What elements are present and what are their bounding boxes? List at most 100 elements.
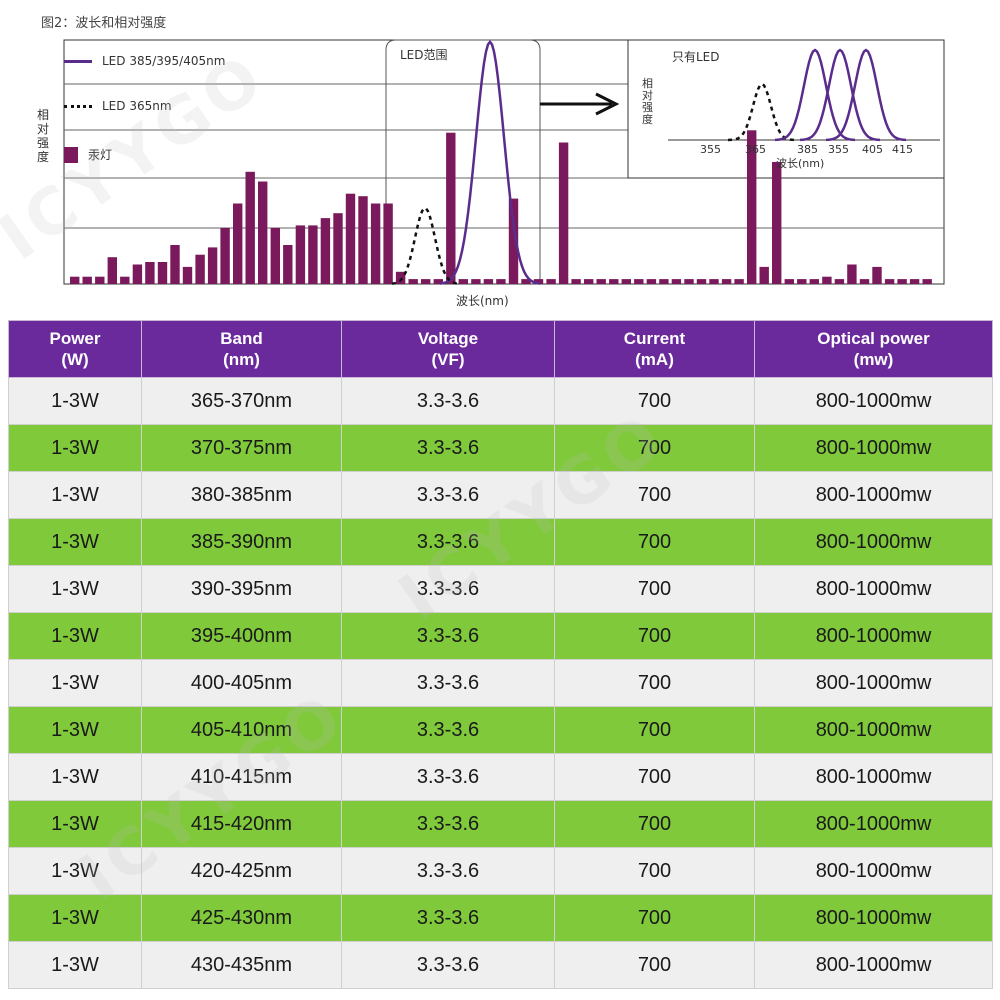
inset-y-axis-label: 相对强度 xyxy=(642,77,653,126)
spec-table: Power (W) Band (nm) Voltage (VF) Current (mA… xyxy=(8,320,993,989)
mercury-bar xyxy=(270,227,280,284)
cell-current: 700 xyxy=(554,941,755,989)
table-row: 1-3W 430-435nm 3.3-3.6 700 800-1000mw xyxy=(8,941,993,989)
led-385-395-405-curve xyxy=(439,39,541,285)
inset-led-365-curve xyxy=(727,82,795,142)
cell-optical-power: 800-1000mw xyxy=(754,518,993,566)
mercury-bar xyxy=(433,279,443,284)
cell-power: 1-3W xyxy=(8,565,142,613)
spectrum-figure: 图2：波长和相对强度 LED 385/395/405nm LED 365nm 汞… xyxy=(0,0,1000,312)
mercury-bar xyxy=(383,203,393,284)
cell-current: 700 xyxy=(554,800,755,848)
cell-voltage: 3.3-3.6 xyxy=(341,612,555,660)
cell-band: 370-375nm xyxy=(141,424,342,472)
cell-optical-power: 800-1000mw xyxy=(754,377,993,425)
mercury-bar xyxy=(82,276,92,284)
mercury-bar xyxy=(395,271,406,284)
mercury-bar xyxy=(709,279,719,284)
mercury-bar xyxy=(207,247,218,284)
inset-tick-label: 355 xyxy=(828,143,849,156)
cell-band: 410-415nm xyxy=(141,753,342,801)
table-row: 1-3W 425-430nm 3.3-3.6 700 800-1000mw xyxy=(8,894,993,942)
inset-tick-label: 385 xyxy=(797,143,818,156)
mercury-bar xyxy=(496,279,506,284)
mercury-bar xyxy=(333,213,343,284)
cell-band: 385-390nm xyxy=(141,518,342,566)
inset-frame xyxy=(627,39,945,179)
figure-caption: 图2：波长和相对强度 xyxy=(41,16,167,31)
cell-current: 700 xyxy=(554,706,755,754)
cell-band: 425-430nm xyxy=(141,894,342,942)
mercury-bar xyxy=(609,279,619,284)
mercury-bar xyxy=(95,276,105,284)
mercury-bar xyxy=(659,279,669,284)
legend-label: 汞灯 xyxy=(88,148,113,162)
table-header-row: Power (W) Band (nm) Voltage (VF) Current (mA… xyxy=(8,320,993,378)
mercury-bar xyxy=(157,262,168,284)
mercury-bar xyxy=(696,279,707,284)
cell-band: 390-395nm xyxy=(141,565,342,613)
inset-title: 只有LED xyxy=(672,50,720,64)
cell-voltage: 3.3-3.6 xyxy=(341,659,555,707)
mercury-bar xyxy=(646,279,657,284)
cell-band: 430-435nm xyxy=(141,941,342,989)
cell-band: 405-410nm xyxy=(141,706,342,754)
inset-tick-label: 365 xyxy=(745,143,766,156)
legend-item-mercury-lamp: 汞灯 xyxy=(64,146,112,163)
mercury-bar xyxy=(145,262,155,284)
table-row: 1-3W 415-420nm 3.3-3.6 700 800-1000mw xyxy=(8,800,993,848)
mercury-bar xyxy=(70,276,80,284)
cell-voltage: 3.3-3.6 xyxy=(341,753,555,801)
mercury-bar xyxy=(471,279,481,284)
cell-optical-power: 800-1000mw xyxy=(754,565,993,613)
mercury-bar xyxy=(884,279,895,284)
mercury-bar xyxy=(195,254,205,284)
cell-band: 415-420nm xyxy=(141,800,342,848)
mercury-bar xyxy=(120,276,130,284)
mercury-bar xyxy=(220,227,230,284)
cell-voltage: 3.3-3.6 xyxy=(341,800,555,848)
legend-bar-swatch xyxy=(64,146,78,163)
cell-voltage: 3.3-3.6 xyxy=(341,894,555,942)
mercury-bar xyxy=(421,279,431,284)
mercury-bar xyxy=(634,279,644,284)
mercury-bar xyxy=(671,279,682,284)
mercury-bar xyxy=(747,130,757,284)
inset-x-axis-label: 波长(nm) xyxy=(776,157,825,170)
cell-power: 1-3W xyxy=(8,753,142,801)
cell-power: 1-3W xyxy=(8,518,142,566)
mercury-bar xyxy=(458,279,468,284)
table-row: 1-3W 380-385nm 3.3-3.6 700 800-1000mw xyxy=(8,471,993,519)
mercury-bar xyxy=(533,279,544,284)
table-row: 1-3W 365-370nm 3.3-3.6 700 800-1000mw xyxy=(8,377,993,425)
mercury-bar xyxy=(483,279,494,284)
mercury-bar xyxy=(508,198,519,284)
mercury-bar xyxy=(132,264,143,284)
table-row: 1-3W 370-375nm 3.3-3.6 700 800-1000mw xyxy=(8,424,993,472)
mercury-bar xyxy=(283,245,293,284)
cell-band: 420-425nm xyxy=(141,847,342,895)
mercury-bar xyxy=(295,225,306,284)
inset-led-curve xyxy=(774,48,856,142)
mercury-bar xyxy=(872,266,882,284)
cell-current: 700 xyxy=(554,471,755,519)
mercury-bar xyxy=(182,266,193,284)
table-row: 1-3W 410-415nm 3.3-3.6 700 800-1000mw xyxy=(8,753,993,801)
cell-voltage: 3.3-3.6 xyxy=(341,706,555,754)
table-body: 1-3W 365-370nm 3.3-3.6 700 800-1000mw 1-3W 370… xyxy=(8,377,993,989)
mercury-bar xyxy=(233,203,243,284)
mercury-bar xyxy=(584,279,594,284)
mercury-bar xyxy=(772,162,782,284)
mercury-bar xyxy=(345,193,356,284)
legend-dotted-swatch xyxy=(64,104,92,108)
cell-voltage: 3.3-3.6 xyxy=(341,518,555,566)
mercury-bar xyxy=(408,279,418,284)
mercury-bar xyxy=(320,218,331,284)
cell-power: 1-3W xyxy=(8,941,142,989)
cell-optical-power: 800-1000mw xyxy=(754,847,993,895)
cell-optical-power: 800-1000mw xyxy=(754,941,993,989)
cell-power: 1-3W xyxy=(8,424,142,472)
mercury-bar xyxy=(558,142,569,284)
cell-optical-power: 800-1000mw xyxy=(754,753,993,801)
inset-tick-label: 415 xyxy=(892,143,913,156)
